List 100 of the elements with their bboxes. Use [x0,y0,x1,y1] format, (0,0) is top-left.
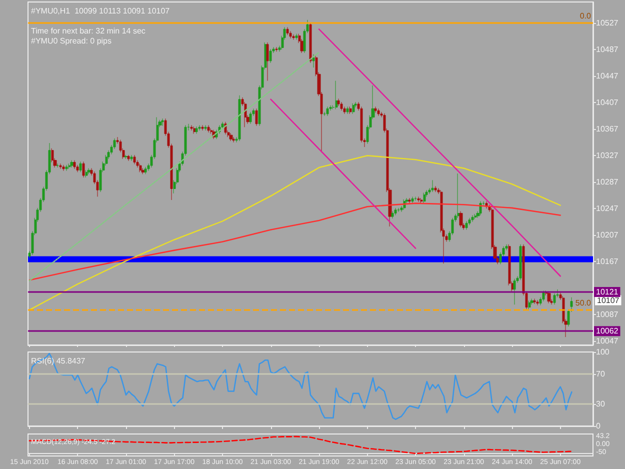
y-tick-label: 10047 [596,336,619,346]
y-tick-label: 10287 [596,178,619,187]
candlestick [133,154,136,164]
candlestick [408,198,411,204]
candlestick [349,106,352,114]
line-series [270,98,416,249]
candlestick [198,124,201,131]
candlestick [87,168,91,174]
ref-line-label: 10062 [596,326,619,336]
candlestick [141,168,145,174]
y-tick-label: 10327 [596,151,619,160]
y-tick-label: 10527 [596,18,619,28]
candlestick [335,80,338,110]
candlestick [519,244,522,280]
candlestick [326,106,329,116]
candlestick [360,106,363,143]
candlestick [528,300,531,310]
candlestick [346,106,349,114]
candlestick [238,95,241,142]
candlestick [423,192,426,204]
candlestick [195,126,198,134]
candlestick [340,102,343,111]
candlestick [459,210,463,228]
y-tick-label: 30 [596,399,606,408]
line-series [28,202,561,281]
ref-line-label: 10121 [596,288,619,297]
candlestick [207,124,210,133]
candlestick [79,161,82,172]
candlestick [513,278,516,305]
candlestick [65,164,68,172]
annotation: #YMU0 Spread: 0 pips [31,36,112,46]
candlestick [397,208,400,212]
y-tick-label: 10167 [596,257,619,266]
y-tick-label: 100 [596,348,610,356]
y-tick-label: 10087 [596,310,619,320]
candlestick [62,164,65,172]
candlestick [249,112,252,124]
candlestick [434,186,437,192]
y-tick-label: 10207 [596,230,619,240]
candlestick [295,34,298,40]
candlestick [414,196,417,201]
candlestick [465,220,468,230]
candlestick [309,22,312,64]
annotation: Time for next bar: 32 min 14 sec [31,26,146,36]
candlestick [73,160,76,170]
candlestick [76,164,79,172]
candlestick [130,154,133,162]
candlestick [204,124,207,131]
candlestick [70,160,74,168]
candlestick [377,108,380,116]
candlestick [289,30,292,39]
candlestick [411,196,414,204]
candlestick [127,154,130,162]
candlestick [292,34,295,40]
candlestick [391,210,394,219]
candlestick [542,290,545,302]
y-tick-label: 10487 [596,45,619,54]
candlestick [547,291,551,304]
candlestick [474,214,477,220]
candlestick [266,42,269,82]
candlestick [244,102,247,128]
text: 10107 [597,296,620,305]
candlestick [82,161,85,178]
candlestick [394,208,397,216]
candlestick [56,163,59,168]
line-series [28,52,320,282]
candlestick [255,108,258,126]
candlestick [417,196,420,202]
candlestick [269,48,272,64]
y-tick-label: 10367 [596,124,619,134]
candlestick [374,106,377,113]
candlestick [312,54,315,68]
annotation: 50.0 [575,298,592,308]
candlestick [431,180,434,192]
candlestick [530,298,534,305]
line-series [318,28,561,277]
candlestick [420,198,423,204]
candlestick [139,163,142,172]
candlestick [352,103,355,114]
candlestick [457,173,460,218]
text: #YMU0,H1 10099 10113 10091 10107 [31,6,170,16]
candlestick [471,214,474,222]
candlestick [201,124,204,131]
candlestick [68,163,71,170]
candlestick [193,126,196,134]
y-tick-label: 0 [596,422,601,430]
y-tick-label: 70 [596,370,606,379]
y-tick-label: 10447 [596,72,619,81]
line-series [28,352,572,420]
candlestick [536,300,539,306]
candlestick [161,118,164,126]
candlestick [553,293,556,305]
candlestick [85,170,88,178]
y-tick-label: 10247 [596,204,619,214]
candlestick [190,124,193,131]
candlestick [144,166,147,174]
candlestick [229,132,233,142]
y-tick-label: 10407 [596,98,619,108]
candlestick [286,26,289,36]
annotation: 0.0 [580,12,592,21]
